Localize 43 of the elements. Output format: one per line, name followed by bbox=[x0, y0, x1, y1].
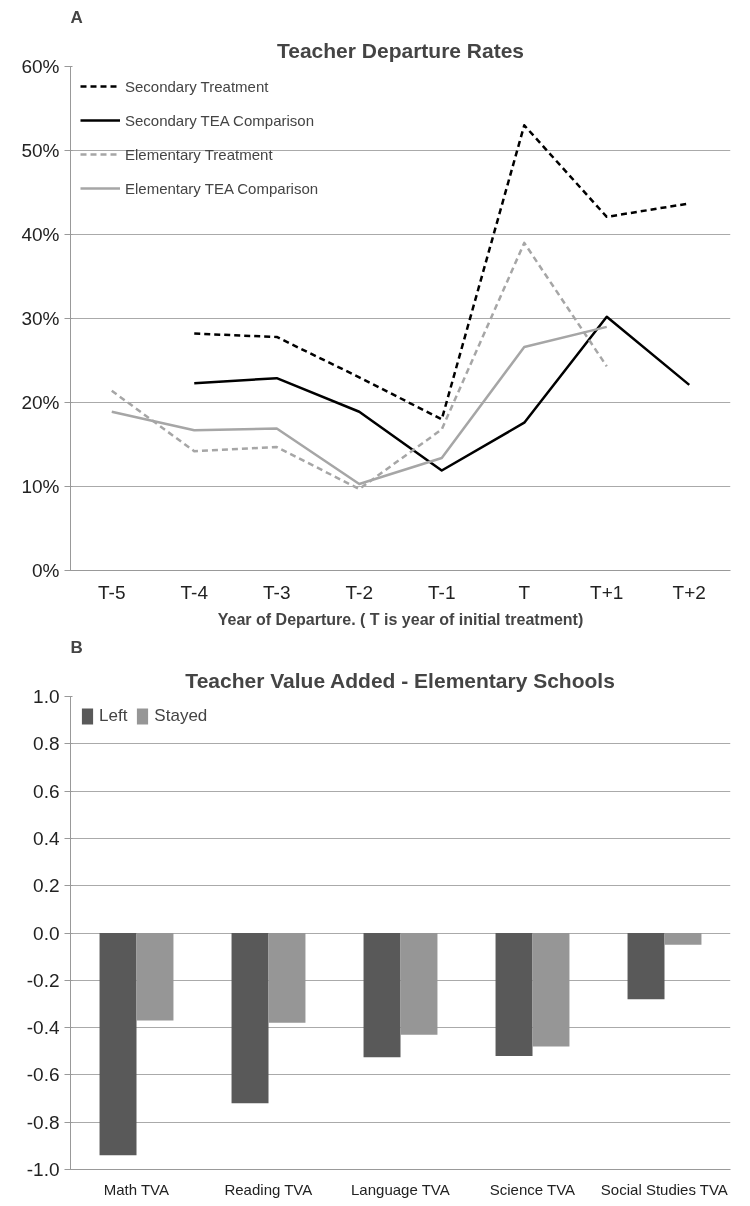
y-tick-label: 0.0 bbox=[33, 922, 60, 944]
y-tick-label: 50% bbox=[21, 140, 60, 161]
y-tick-label: 0.4 bbox=[33, 827, 60, 849]
y-tick-label: 0.6 bbox=[33, 780, 60, 802]
x-tick-label: T+2 bbox=[672, 581, 706, 603]
x-tick-label: T-4 bbox=[180, 581, 209, 603]
x-tick-label: Language TVA bbox=[351, 1180, 450, 1198]
y-tick-label: -0.6 bbox=[26, 1064, 60, 1086]
x-axis-title: Year of Departure. ( T is year of initial treatment) bbox=[217, 610, 584, 628]
text: A bbox=[70, 7, 83, 27]
y-tick-label: 0.8 bbox=[33, 733, 60, 755]
text: B bbox=[70, 637, 83, 657]
legend-label: Left bbox=[99, 706, 128, 726]
y-tick-label: 1.0 bbox=[33, 686, 60, 707]
y-tick-label: 10% bbox=[21, 476, 60, 497]
x-tick-label: Social Studies TVA bbox=[600, 1180, 728, 1198]
legend-label: Elementary TEA Comparison bbox=[125, 179, 319, 197]
y-tick-label: -0.2 bbox=[26, 969, 60, 991]
x-tick-label: Science TVA bbox=[489, 1180, 576, 1198]
y-tick-label: -0.4 bbox=[26, 1017, 60, 1039]
legend-label: Secondary Treatment bbox=[125, 77, 269, 95]
legend-label: Secondary TEA Comparison bbox=[125, 111, 314, 129]
y-tick-label: 40% bbox=[21, 224, 60, 245]
y-tick-label: 0.2 bbox=[33, 875, 60, 897]
x-tick-label: T-3 bbox=[263, 581, 291, 603]
chart-title: Teacher Value Added - Elementary Schools bbox=[185, 668, 615, 692]
x-tick-label: T-2 bbox=[345, 581, 373, 603]
x-tick-label: T+1 bbox=[590, 581, 624, 603]
y-tick-label: 0% bbox=[32, 560, 60, 581]
y-tick-label: -0.8 bbox=[26, 1111, 60, 1133]
y-tick-label: 60% bbox=[21, 56, 60, 77]
x-tick-label: Reading TVA bbox=[224, 1180, 313, 1198]
x-tick-label: T-5 bbox=[98, 581, 126, 603]
x-tick-label: T bbox=[518, 581, 531, 603]
x-tick-label: T-1 bbox=[428, 581, 456, 603]
chart-title: Teacher Departure Rates bbox=[276, 38, 525, 62]
y-tick-label: -1.0 bbox=[26, 1159, 60, 1180]
legend-label: Stayed bbox=[154, 706, 208, 726]
y-tick-label: 20% bbox=[21, 392, 60, 413]
legend-label: Elementary Treatment bbox=[125, 145, 273, 163]
y-tick-label: 30% bbox=[21, 308, 60, 329]
line-series bbox=[193, 315, 691, 472]
x-tick-label: Math TVA bbox=[103, 1180, 170, 1198]
